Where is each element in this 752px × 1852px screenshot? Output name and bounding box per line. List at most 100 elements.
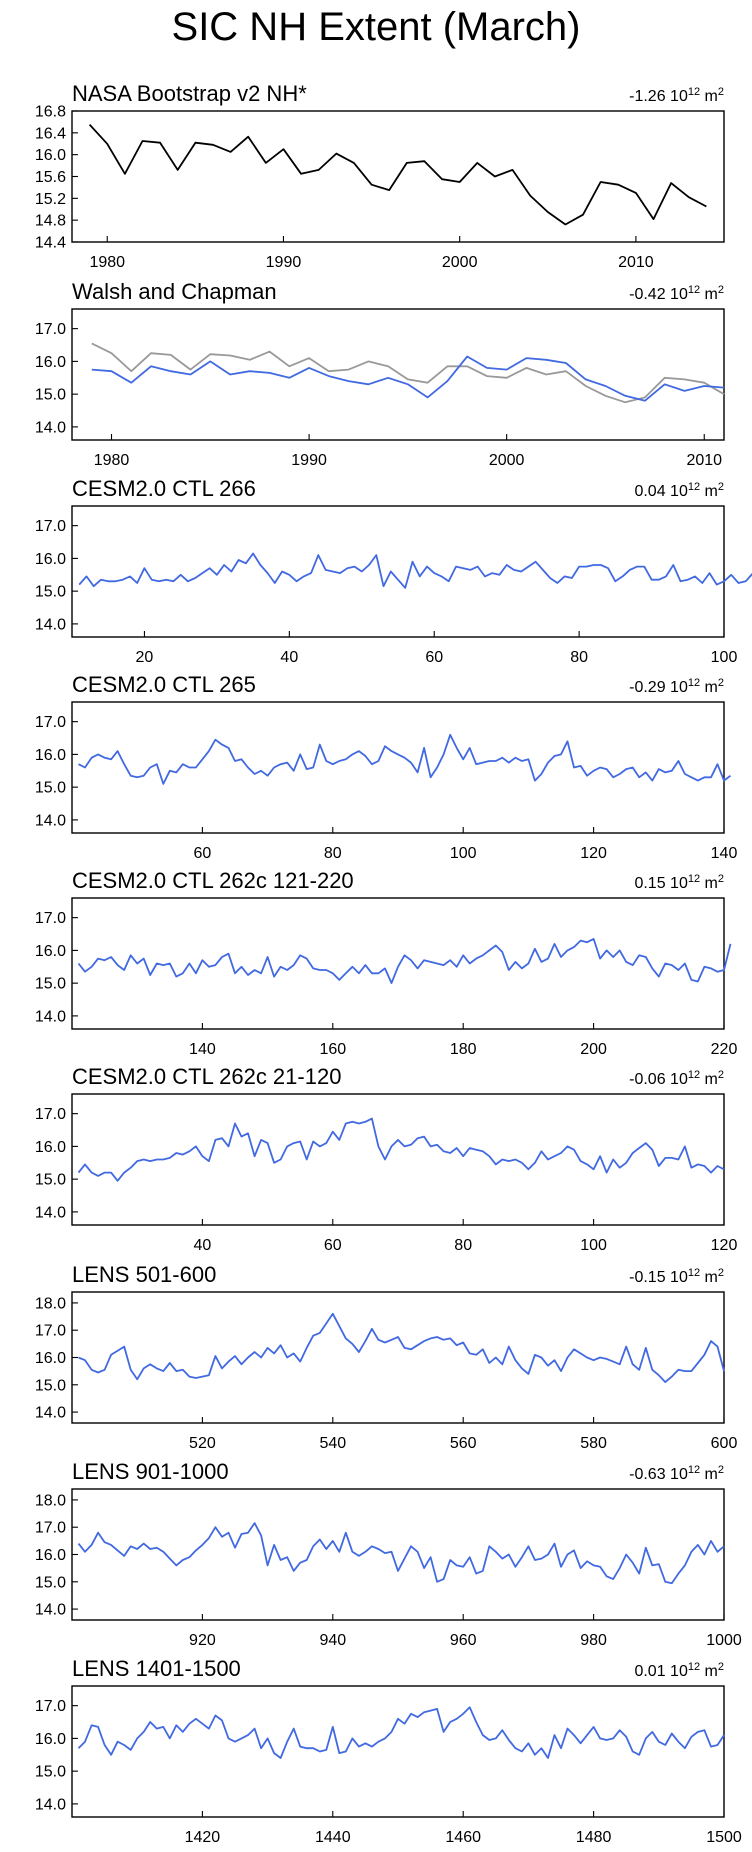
x-tick-label: 600 <box>711 1435 738 1452</box>
y-tick-label: 16.0 <box>35 1350 66 1367</box>
y-tick-label: 17.0 <box>35 1520 66 1537</box>
x-tick-label: 20 <box>136 649 154 666</box>
panel-3: CESM2.0 CTL 266 0.04 1012 m2 14.0 15.0 16.0 1… <box>35 476 752 666</box>
x-tick-label: 1440 <box>315 1829 351 1846</box>
x-tick-label: 960 <box>450 1632 477 1649</box>
panel-title: LENS 901-1000 <box>72 1459 229 1484</box>
panel-2: Walsh and Chapman -0.42 1012 m2 14.0 15.0 16… <box>35 279 725 469</box>
x-tick-label: 1420 <box>185 1829 221 1846</box>
x-tick-label: 120 <box>711 1237 738 1254</box>
x-tick-label: 1980 <box>94 452 130 469</box>
y-tick-label: 18.0 <box>35 1492 66 1509</box>
x-tick-label: 980 <box>580 1632 607 1649</box>
series-line-1 <box>77 1117 725 1182</box>
x-tick-label: 1500 <box>706 1829 742 1846</box>
x-tick-label: 100 <box>711 649 738 666</box>
panel-title: LENS 501-600 <box>72 1262 216 1287</box>
y-tick-label: 14.0 <box>35 1796 66 1813</box>
panel-trend: 0.04 1012 m2 <box>634 481 724 500</box>
panel-title: LENS 1401-1500 <box>72 1656 241 1681</box>
x-tick-label: 2010 <box>686 452 722 469</box>
series-line-2 <box>91 355 725 402</box>
y-tick-label: 15.0 <box>35 584 66 601</box>
x-tick-label: 520 <box>189 1435 216 1452</box>
y-tick-label: 15.0 <box>35 1172 66 1189</box>
series-line-1 <box>77 1706 725 1759</box>
x-tick-label: 80 <box>454 1237 472 1254</box>
x-tick-label: 560 <box>450 1435 477 1452</box>
panel-trend: 0.01 1012 m2 <box>634 1661 724 1680</box>
y-tick-label: 16.0 <box>35 354 66 371</box>
plot-frame <box>71 1291 725 1424</box>
y-tick-label: 16.8 <box>35 104 66 121</box>
y-tick-label: 16.0 <box>35 1731 66 1748</box>
panel-6: CESM2.0 CTL 262c 21-120 -0.06 1012 m2 14.0… <box>35 1064 738 1254</box>
panel-title: CESM2.0 CTL 262c 121-220 <box>72 868 354 893</box>
y-tick-label: 15.0 <box>35 1377 66 1394</box>
y-tick-label: 17.0 <box>35 1698 66 1715</box>
x-tick-label: 120 <box>580 845 607 862</box>
panel-title: CESM2.0 CTL 262c 21-120 <box>72 1064 341 1089</box>
y-tick-label: 14.0 <box>35 1405 66 1422</box>
x-tick-label: 1990 <box>291 452 327 469</box>
y-tick-label: 17.0 <box>35 321 66 338</box>
y-tick-label: 16.4 <box>35 125 66 142</box>
panel-trend: 0.15 1012 m2 <box>634 873 724 892</box>
y-tick-label: 14.0 <box>35 1204 66 1221</box>
series-line-1 <box>78 1312 725 1383</box>
x-tick-label: 140 <box>711 845 738 862</box>
x-tick-label: 1480 <box>576 1829 612 1846</box>
panel-9: LENS 1401-1500 0.01 1012 m2 14.0 15.0 16.0 17… <box>35 1656 742 1846</box>
y-tick-label: 15.0 <box>35 780 66 797</box>
y-tick-label: 17.0 <box>35 714 66 731</box>
x-tick-label: 60 <box>324 1237 342 1254</box>
series-line-1 <box>78 552 752 589</box>
x-tick-label: 200 <box>580 1041 607 1058</box>
series-line-1 <box>78 733 732 785</box>
panel-trend: -0.06 1012 m2 <box>629 1069 724 1088</box>
y-tick-label: 16.0 <box>35 747 66 764</box>
y-tick-label: 16.0 <box>35 1547 66 1564</box>
panel-4: CESM2.0 CTL 265 -0.29 1012 m2 14.0 15.0 16.0… <box>35 672 738 862</box>
plot-frame <box>71 897 725 1030</box>
figure-title: SIC NH Extent (March) <box>172 5 581 49</box>
panel-trend: -0.15 1012 m2 <box>629 1267 724 1286</box>
x-tick-label: 1000 <box>706 1632 742 1649</box>
series-line-1 <box>88 123 707 226</box>
x-tick-label: 220 <box>711 1041 738 1058</box>
y-tick-label: 14.4 <box>35 235 66 252</box>
y-tick-label: 17.0 <box>35 910 66 927</box>
plot-frame <box>71 308 725 441</box>
y-tick-label: 16.0 <box>35 943 66 960</box>
panel-trend: -0.42 1012 m2 <box>629 284 724 303</box>
x-tick-label: 940 <box>319 1632 346 1649</box>
panel-8: LENS 901-1000 -0.63 1012 m2 14.0 15.0 16.0 17… <box>35 1459 742 1649</box>
x-tick-label: 1460 <box>445 1829 481 1846</box>
panel-title: Walsh and Chapman <box>72 279 277 304</box>
x-tick-label: 180 <box>450 1041 477 1058</box>
plot-frame <box>71 1685 725 1818</box>
panels-container: NASA Bootstrap v2 NH* -1.26 1012 m2 14.4 14… <box>35 81 752 1846</box>
y-tick-label: 17.0 <box>35 518 66 535</box>
x-tick-label: 920 <box>189 1632 216 1649</box>
y-tick-label: 17.0 <box>35 1323 66 1340</box>
x-tick-label: 100 <box>580 1237 607 1254</box>
panel-5: CESM2.0 CTL 262c 121-220 0.15 1012 m2 14.0… <box>35 868 738 1058</box>
x-tick-label: 2000 <box>489 452 525 469</box>
x-tick-label: 1990 <box>266 254 302 271</box>
x-tick-label: 40 <box>280 649 298 666</box>
panel-title: CESM2.0 CTL 265 <box>72 672 256 697</box>
plot-frame <box>71 701 725 834</box>
series-line-1 <box>77 938 732 984</box>
x-tick-label: 60 <box>194 845 212 862</box>
y-tick-label: 16.0 <box>35 147 66 164</box>
plot-frame <box>71 505 725 638</box>
y-tick-label: 14.0 <box>35 616 66 633</box>
x-tick-label: 540 <box>319 1435 346 1452</box>
y-tick-label: 15.0 <box>35 976 66 993</box>
x-tick-label: 160 <box>319 1041 346 1058</box>
panel-trend: -0.63 1012 m2 <box>629 1464 724 1483</box>
y-tick-label: 14.0 <box>35 1008 66 1025</box>
x-tick-label: 1980 <box>89 254 125 271</box>
